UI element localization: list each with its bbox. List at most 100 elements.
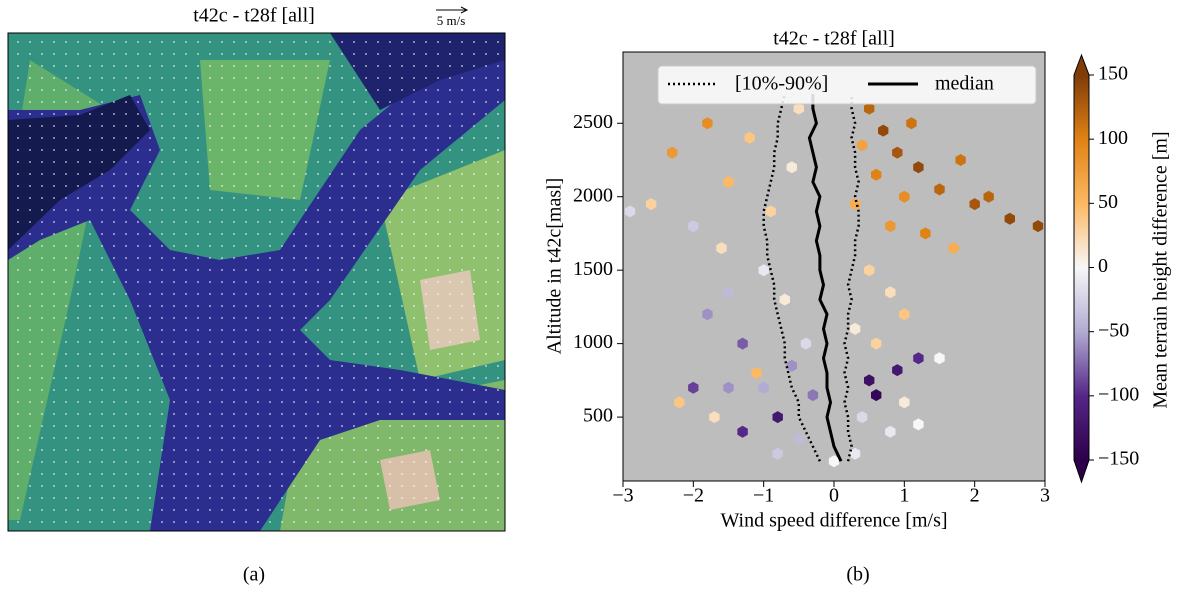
- x-axis-label: Wind speed difference [m/s]: [720, 510, 947, 532]
- hex-cell: [709, 411, 720, 424]
- hex-cell: [723, 176, 734, 188]
- hex-cell: [892, 146, 903, 159]
- hex-cell: [885, 286, 896, 299]
- legend: [657, 65, 1037, 105]
- hex-cell: [772, 411, 783, 424]
- hex-cell: [948, 242, 959, 255]
- y-tick-label: 2000: [573, 184, 613, 206]
- x-tick-label: 2: [970, 485, 980, 507]
- hex-cell: [765, 205, 776, 218]
- x-tick-label: 1: [899, 485, 909, 507]
- hex-cell: [871, 389, 882, 402]
- hex-cell: [758, 381, 769, 394]
- y-tick-label: 2500: [573, 111, 613, 133]
- hex-cell: [920, 227, 931, 240]
- hex-cell: [807, 389, 819, 402]
- hexbin-cells: [624, 102, 1044, 468]
- hex-cell: [688, 220, 699, 233]
- hex-cell: [864, 102, 875, 115]
- colorbar: [1074, 75, 1089, 460]
- hex-cell: [800, 337, 812, 350]
- hex-cell: [906, 117, 917, 130]
- plot-background: [623, 52, 1045, 481]
- hex-cell: [856, 139, 868, 152]
- x-tick-label: −1: [753, 485, 774, 507]
- hex-cell: [871, 337, 882, 350]
- hex-cell: [849, 322, 861, 335]
- legend-label: [10%-90%]: [735, 73, 828, 95]
- hex-cell: [624, 205, 636, 218]
- lines: [762, 93, 860, 462]
- hex-cell: [955, 154, 966, 166]
- hex-cell: [828, 455, 840, 468]
- colorbar-extend: [1074, 460, 1089, 482]
- scale-label: 5 m/s: [437, 13, 466, 28]
- hex-cell: [737, 337, 748, 350]
- hex-cell: [1004, 212, 1015, 225]
- hex-cell: [793, 433, 804, 446]
- colorbar-tick-label: −50: [1098, 319, 1129, 341]
- hex-cell: [849, 198, 861, 211]
- hex-cell: [969, 198, 980, 211]
- hex-cell: [913, 161, 924, 174]
- colorbar-tick-label: −100: [1098, 383, 1139, 405]
- y-axis-label: Altitude in t42c[masl]: [544, 178, 566, 355]
- hex-cell: [1032, 220, 1044, 233]
- hex-cell: [744, 131, 755, 144]
- hex-cell: [885, 425, 896, 438]
- colorbar-tick-label: 100: [1098, 127, 1128, 149]
- hex-cell: [702, 308, 713, 321]
- hex-cell: [983, 190, 994, 203]
- scale-arrow-head: [460, 6, 469, 14]
- hex-cell: [758, 264, 769, 277]
- x-tick-label: 3: [1040, 485, 1050, 507]
- terrain-map: [8, 33, 505, 531]
- chart-title: t42c - t28f [all]: [773, 28, 895, 50]
- y-tick-label: 1500: [573, 258, 613, 280]
- hex-cell: [864, 264, 875, 277]
- caption: (b): [846, 564, 869, 586]
- map-title: t42c - t28f [all]: [193, 5, 315, 27]
- hex-cell: [899, 308, 910, 321]
- hex-cell: [934, 183, 945, 196]
- hex-cell: [864, 374, 875, 387]
- hex-cell: [737, 425, 748, 438]
- hex-cell: [849, 447, 861, 460]
- hex-cell: [688, 381, 699, 394]
- hex-cell: [645, 198, 657, 211]
- hex-cell: [899, 190, 910, 203]
- hex-cell: [716, 242, 727, 255]
- colorbar-tick-label: 150: [1098, 63, 1128, 85]
- map-frame: [7, 32, 506, 532]
- hex-cell: [786, 359, 797, 372]
- hex-cell: [892, 364, 903, 377]
- hex-cell: [723, 381, 734, 394]
- x-tick-label: −3: [612, 485, 633, 507]
- hex-cell: [667, 146, 678, 159]
- hex-cell: [899, 396, 910, 409]
- hex-cell: [934, 352, 945, 365]
- profile-line: [762, 93, 822, 462]
- y-tick-label: 500: [583, 405, 613, 427]
- colorbar-tick-label: 0: [1098, 255, 1108, 277]
- hex-cell: [913, 352, 924, 365]
- hex-cell: [674, 396, 685, 409]
- colorbar-tick-label: −150: [1098, 448, 1139, 470]
- hex-cell: [793, 102, 804, 115]
- hex-cell: [751, 367, 762, 379]
- profile-line: [807, 93, 843, 462]
- hex-cell: [856, 411, 868, 424]
- legend-label: median: [935, 73, 994, 95]
- hex-cell: [772, 447, 783, 460]
- hex-cell: [779, 293, 790, 306]
- y-tick-label: 1000: [573, 331, 613, 353]
- hex-cell: [786, 161, 797, 174]
- hex-cell: [878, 124, 889, 137]
- x-tick-label: 0: [829, 485, 839, 507]
- caption: (a): [243, 564, 265, 586]
- hex-cell: [871, 168, 882, 181]
- hex-cell: [723, 286, 734, 299]
- colorbar-label: Mean terrain height difference [m]: [1150, 131, 1172, 408]
- colorbar-extend: [1074, 55, 1089, 75]
